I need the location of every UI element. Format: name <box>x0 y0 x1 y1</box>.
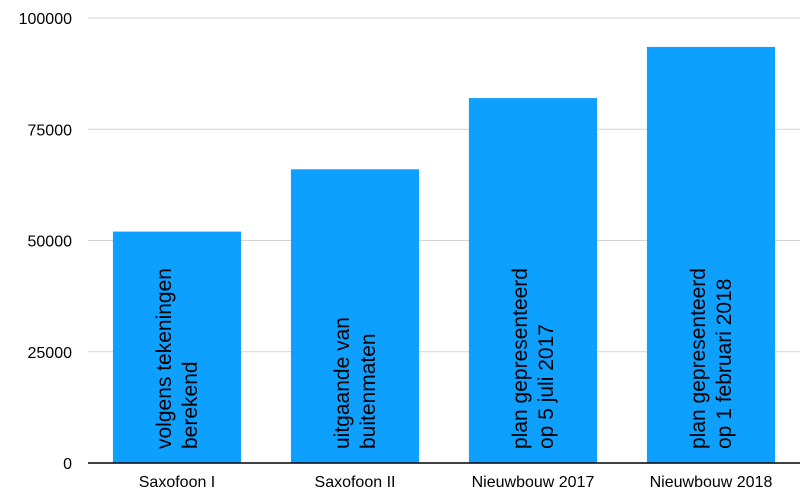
bar-annotation: plan gepresenteerd <box>509 268 532 449</box>
bar-annotation: berekend <box>179 361 202 449</box>
y-axis-tick-labels: 0 25000 50000 75000 100000 <box>19 11 72 473</box>
bar-annotation: op 1 februari 2018 <box>713 279 736 449</box>
y-tick-label: 75000 <box>28 122 73 139</box>
bar-annotations: volgens tekeningen berekend uitgaande van b… <box>153 268 736 449</box>
bar-annotation: volgens tekeningen <box>153 268 176 449</box>
x-tick-label: Nieuwbouw 2018 <box>650 474 773 490</box>
bar <box>646 46 776 464</box>
bars <box>112 46 776 464</box>
x-tick-label: Saxofoon I <box>139 474 216 490</box>
x-tick-label: Saxofoon II <box>315 474 396 490</box>
y-tick-label: 0 <box>63 456 72 473</box>
y-tick-label: 50000 <box>28 234 73 251</box>
bar <box>112 231 242 463</box>
y-tick-label: 100000 <box>19 11 72 28</box>
bar <box>290 169 420 464</box>
bar <box>468 98 598 463</box>
bar-annotation: plan gepresenteerd <box>687 268 710 449</box>
bar-annotation: op 5 juli 2017 <box>535 324 558 449</box>
y-tick-label: 25000 <box>28 345 73 362</box>
bar-annotation: uitgaande van <box>331 317 354 449</box>
x-axis-tick-labels: Saxofoon I Saxofoon II Nieuwbouw 2017 Nieuw… <box>139 474 773 490</box>
bar-annotation: buitenmaten <box>357 333 380 449</box>
x-tick-label: Nieuwbouw 2017 <box>472 474 595 490</box>
